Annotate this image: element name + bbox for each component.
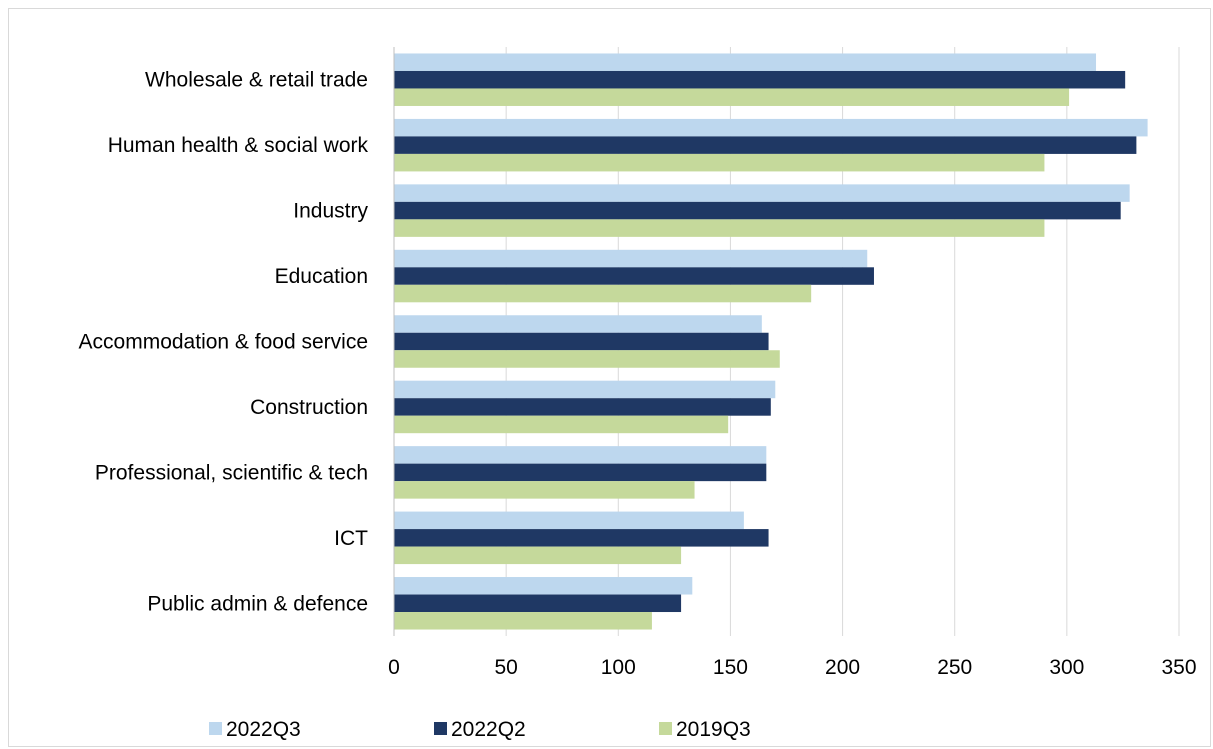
x-tick-label-100: 100 — [601, 656, 636, 679]
legend-label-2022Q2: 2022Q2 — [451, 718, 526, 741]
bar-2022Q3-8 — [394, 577, 693, 595]
bar-2022Q2-2 — [394, 201, 1121, 220]
bar-2022Q3-6 — [394, 446, 767, 464]
bar-2022Q2-3 — [394, 267, 874, 285]
bar-2019Q3-4 — [394, 350, 780, 368]
bar-2019Q3-0 — [394, 88, 1070, 106]
bar-2019Q3-7 — [394, 546, 682, 565]
bar-2019Q3-1 — [394, 153, 1045, 172]
bar-2022Q2-0 — [394, 70, 1126, 89]
category-label-6: Professional, scientific & tech — [95, 461, 368, 484]
category-label-4: Accommodation & food service — [79, 331, 368, 354]
bar-2022Q3-1 — [394, 118, 1148, 137]
x-tick-label-200: 200 — [825, 656, 860, 679]
legend-label-2022Q3: 2022Q3 — [226, 718, 301, 741]
x-tick-label-50: 50 — [494, 656, 517, 679]
category-label-2: Industry — [293, 200, 368, 223]
category-label-3: Education — [275, 265, 368, 288]
bar-2022Q3-4 — [394, 315, 762, 333]
bar-2019Q3-6 — [394, 481, 695, 499]
legend-swatch-2022Q2 — [434, 722, 447, 735]
x-tick-label-250: 250 — [937, 656, 972, 679]
legend: 2022Q3 2022Q2 2019Q3 — [209, 718, 751, 741]
bar-2022Q2-4 — [394, 332, 769, 351]
bar-2019Q3-5 — [394, 415, 729, 434]
legend-swatch-2019Q3 — [659, 722, 672, 735]
bar-2019Q3-2 — [394, 219, 1045, 237]
bars — [393, 47, 1148, 636]
category-label-0: Wholesale & retail trade — [145, 69, 368, 92]
bar-2022Q3-0 — [394, 53, 1097, 71]
category-labels: Wholesale & retail trade Human health & s… — [79, 69, 369, 616]
bar-2022Q3-3 — [394, 249, 868, 268]
bar-2022Q3-5 — [394, 380, 776, 399]
category-label-5: Construction — [250, 396, 368, 419]
legend-label-2019Q3: 2019Q3 — [676, 718, 751, 741]
legend-swatch-2022Q3 — [209, 722, 222, 735]
bar-2022Q2-6 — [394, 463, 767, 482]
bar-2019Q3-8 — [394, 612, 652, 630]
bar-2022Q2-7 — [394, 529, 769, 547]
bar-2022Q2-8 — [394, 594, 682, 613]
bar-2022Q2-1 — [394, 136, 1137, 154]
x-tick-label-300: 300 — [1049, 656, 1084, 679]
x-tick-labels: 0 50 100 150 200 250 300 350 — [388, 656, 1196, 679]
bar-chart: Wholesale & retail trade Human health & s… — [79, 47, 1197, 741]
chart-frame: Wholesale & retail trade Human health & s… — [8, 8, 1211, 747]
x-tick-label-0: 0 — [388, 656, 400, 679]
category-label-1: Human health & social work — [108, 134, 369, 157]
x-tick-label-150: 150 — [713, 656, 748, 679]
bar-2022Q3-7 — [394, 511, 744, 530]
x-tick-label-350: 350 — [1161, 656, 1196, 679]
bar-2022Q3-2 — [394, 184, 1130, 202]
category-label-8: Public admin & defence — [147, 592, 368, 615]
category-label-7: ICT — [334, 527, 368, 550]
bar-2019Q3-3 — [394, 284, 812, 303]
bar-2022Q2-5 — [394, 398, 771, 416]
